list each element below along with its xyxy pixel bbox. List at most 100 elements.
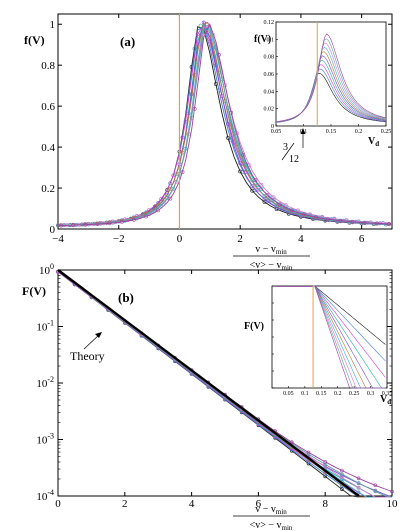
- y-tick-label: 10-4: [36, 488, 54, 503]
- x-tick-label: 8: [322, 498, 328, 510]
- panel-a-inset-series: [275, 33, 387, 123]
- x-tick-label: 6: [256, 498, 262, 510]
- svg-text:3: 3: [283, 142, 288, 153]
- y-tick-label: 10-3: [36, 432, 54, 447]
- panel-a-label: (a): [120, 34, 135, 49]
- x-tick-label: 0.1: [301, 391, 309, 397]
- panel-a-x-ticks: −4 −2 0 2 4 6: [52, 14, 365, 245]
- panel-b: (b) F(V) 0 2 4 6 8 10 100 10-1 10-2 10-3 10-4 The…: [22, 262, 398, 531]
- x-tick-label: 0.3: [367, 391, 375, 397]
- series-point: [301, 212, 306, 217]
- series-point: [226, 106, 230, 110]
- series-point: [271, 197, 276, 202]
- svg-text:v − vmin: v − vmin: [255, 244, 287, 256]
- series-point: [271, 195, 276, 200]
- y-tick-label: 10-1: [36, 319, 54, 334]
- series-point: [340, 472, 344, 476]
- y-tick-label: 0.2: [41, 183, 55, 195]
- x-tick-label: 0.15: [326, 129, 337, 135]
- series-point: [168, 196, 173, 201]
- series-point: [390, 489, 394, 494]
- panel-a-xlabel: v − vmin <v> − vmin: [233, 244, 310, 272]
- svg-text:<v> − vmin: <v> − vmin: [250, 520, 293, 531]
- series-point: [340, 487, 344, 492]
- panel-a-inset-xlabel: Vd: [368, 136, 379, 148]
- series-point: [338, 218, 343, 223]
- series-point: [192, 46, 197, 51]
- svg-text:v − vmin: v − vmin: [255, 504, 287, 516]
- y-tick-label: 1: [50, 19, 56, 31]
- series-point: [356, 485, 361, 490]
- series-point: [131, 217, 136, 222]
- series-point: [195, 32, 200, 37]
- panel-b-ylabel: F(V): [22, 284, 46, 298]
- panel-a-series: [56, 20, 393, 228]
- panel-b-xlabel: v − vmin <v> − vmin: [233, 504, 310, 531]
- series-point: [198, 42, 203, 47]
- panel-b-inset-series: [275, 285, 386, 389]
- x-tick-label: 0.25: [381, 129, 392, 135]
- panel-b-theory-annotation: Theory: [70, 332, 105, 363]
- panel-b-inset-frame: [271, 285, 388, 389]
- y-tick-label: 0: [50, 224, 56, 236]
- series-point: [373, 489, 378, 494]
- x-tick-label: 0: [177, 233, 183, 245]
- series-point: [95, 222, 100, 227]
- series-point: [374, 221, 379, 226]
- y-tick-label: 0.06: [264, 72, 275, 78]
- series-line: [275, 285, 386, 389]
- x-tick-label: 0.2: [334, 391, 342, 397]
- panel-a-inset-frame: [275, 21, 387, 127]
- series-point: [277, 202, 282, 207]
- series-point: [238, 151, 243, 156]
- y-tick-label: 0.8: [41, 60, 55, 72]
- series-point: [119, 219, 124, 224]
- series-point: [171, 186, 176, 191]
- series-point: [259, 182, 264, 187]
- series-point: [314, 215, 319, 220]
- series-point: [289, 208, 294, 213]
- panel-b-inset-y-ticks: [272, 285, 274, 389]
- series-point: [198, 23, 203, 28]
- series-point: [201, 29, 206, 34]
- series-point: [156, 208, 161, 213]
- series-point: [373, 483, 378, 488]
- series-point: [283, 203, 288, 207]
- panel-a-inset: f(V) 0.05 0.1 0.15 0.2 0.25 0 0.02 0.04 0.06 0.0…: [254, 20, 391, 165]
- series-point: [192, 107, 197, 111]
- series-point: [107, 221, 112, 226]
- series-point: [323, 460, 328, 464]
- series-point: [226, 136, 230, 140]
- series-point: [207, 39, 212, 44]
- series-point: [350, 219, 355, 224]
- svg-text:12: 12: [289, 154, 299, 165]
- panel-b-inset-ylabel: F(V): [244, 321, 264, 332]
- panel-a-inset-ylabel: f(V): [254, 34, 271, 45]
- panel-a-inset-y-ticks: 0 0.02 0.04 0.06 0.08 0.1 0.12: [264, 20, 278, 130]
- series-point: [180, 170, 185, 175]
- y-tick-label: 0.4: [41, 142, 55, 154]
- x-tick-label: 10: [387, 498, 399, 510]
- panel-a-y-ticks: 0 0.2 0.4 0.6 0.8 1: [41, 19, 392, 236]
- series-point: [356, 490, 361, 495]
- series-point: [71, 223, 76, 228]
- series-point: [216, 52, 221, 57]
- series-point: [144, 214, 149, 219]
- y-tick-label: 0.08: [264, 55, 275, 61]
- x-tick-label: 2: [122, 498, 128, 510]
- series-point: [356, 481, 361, 485]
- x-tick-label: 4: [298, 233, 304, 245]
- x-tick-label: 0.35: [382, 391, 393, 397]
- x-tick-label: 4: [189, 498, 195, 510]
- x-tick-label: 0.15: [316, 391, 327, 397]
- series-point: [259, 187, 264, 191]
- series-line: [57, 25, 393, 226]
- series-point: [59, 223, 63, 228]
- x-tick-label: −2: [113, 233, 125, 245]
- series-point: [165, 192, 170, 197]
- theory-label: Theory: [70, 349, 105, 363]
- y-tick-label: 0.1: [267, 37, 275, 43]
- series-point: [340, 475, 344, 480]
- series-point: [241, 152, 246, 157]
- panel-b-theory-line: [57, 269, 360, 497]
